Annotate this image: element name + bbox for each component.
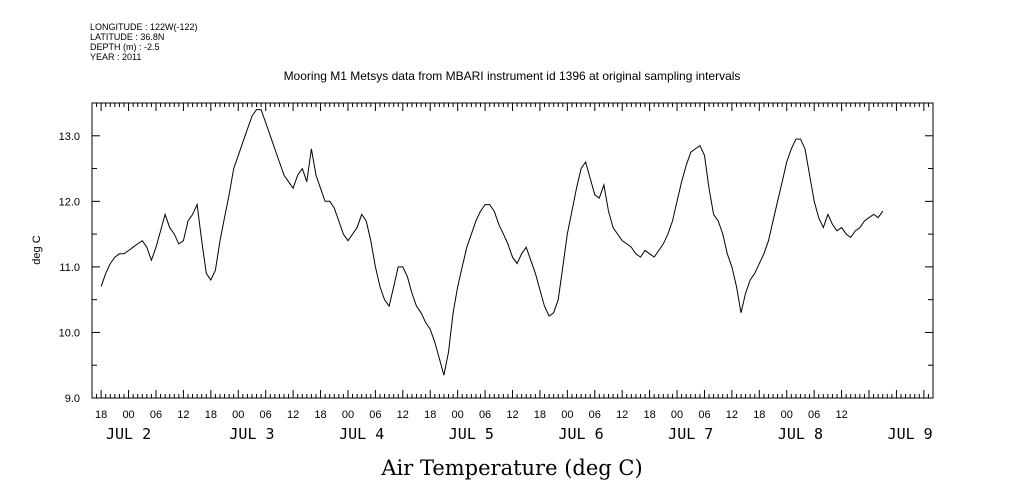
x-hour-tick-label: 00 [122, 409, 134, 421]
x-hour-tick-label: 18 [95, 409, 107, 421]
x-hour-tick-label: 06 [369, 409, 381, 421]
y-axis: 9.0 10.0 11.0 12.0 13.0 [59, 102, 933, 405]
y-tick-label: 12.0 [59, 196, 80, 208]
x-hour-tick-label: 18 [205, 409, 217, 421]
x-hour-tick-label: 18 [643, 409, 655, 421]
meta-depth: DEPTH (m) : -2.5 [90, 42, 160, 52]
x-hour-tick-label: 00 [561, 409, 573, 421]
x-hour-tick-label: 06 [808, 409, 820, 421]
x-hour-tick-label: 18 [314, 409, 326, 421]
x-hour-tick-label: 18 [534, 409, 546, 421]
x-hour-tick-label: 18 [424, 409, 436, 421]
x-hour-tick-label: 12 [177, 409, 189, 421]
x-hour-tick-label: 12 [397, 409, 409, 421]
x-day-tick-label: JUL 2 [106, 425, 151, 443]
y-axis-label: deg C [31, 235, 43, 264]
meta-year: YEAR : 2011 [90, 52, 141, 62]
x-hour-tick-label: 06 [479, 409, 491, 421]
x-hour-tick-label: 06 [150, 409, 162, 421]
x-hour-tick-label: 12 [616, 409, 628, 421]
x-hour-tick-label: 00 [781, 409, 793, 421]
meta-longitude: LONGITUDE : 122W(-122) [90, 22, 198, 32]
y-tick-label: 11.0 [59, 262, 80, 274]
series-air-temperature-line [100, 109, 884, 376]
y-tick-label: 10.0 [59, 327, 80, 339]
x-hour-tick-label: 12 [835, 409, 847, 421]
x-day-tick-label: JUL 8 [778, 425, 823, 443]
x-day-tick-label: JUL 7 [668, 425, 713, 443]
x-hour-tick-label: 06 [698, 409, 710, 421]
y-tick-label: 9.0 [65, 393, 80, 405]
x-hour-tick-label: 12 [506, 409, 518, 421]
x-hour-tick-label: 00 [671, 409, 683, 421]
x-axis: 18 00 06 12 18 00 06 12 18 00 06 12 18 00 06 12 18 00 06 12… [95, 409, 933, 443]
x-day-tick-label: JUL 6 [558, 425, 603, 443]
x-hour-tick-label: 12 [287, 409, 299, 421]
x-hour-tick-label: 00 [452, 409, 464, 421]
x-day-tick-label: JUL 9 [888, 425, 933, 443]
x-day-tick-label: JUL 5 [449, 425, 494, 443]
x-hour-tick-label: 06 [589, 409, 601, 421]
x-hour-tick-label: 12 [726, 409, 738, 421]
y-tick-label: 13.0 [59, 131, 80, 143]
x-hour-tick-label: 00 [342, 409, 354, 421]
x-day-tick-label: JUL 4 [339, 425, 384, 443]
x-hour-tick-label: 18 [753, 409, 765, 421]
x-hour-tick-label: 00 [232, 409, 244, 421]
meta-latitude: LATITUDE : 36.8N [90, 32, 164, 42]
x-hour-tick-label: 06 [260, 409, 272, 421]
chart-title: Mooring M1 Metsys data from MBARI instru… [284, 69, 741, 83]
x-axis-label: Air Temperature (deg C) [380, 456, 642, 480]
x-day-tick-label: JUL 3 [229, 425, 274, 443]
minor-ticks [91, 103, 934, 398]
